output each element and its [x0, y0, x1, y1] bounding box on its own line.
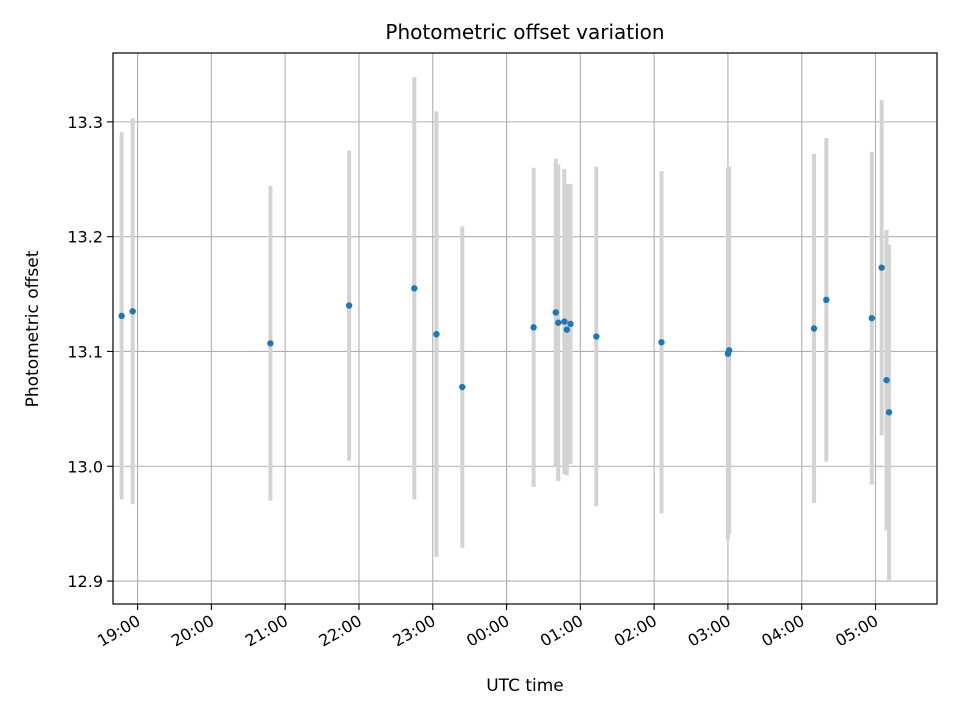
x-tick-label: 21:00 — [242, 611, 291, 651]
plot-frame — [112, 52, 938, 605]
grid — [113, 53, 937, 604]
x-tick-label: 19:00 — [94, 611, 143, 651]
plot-background — [113, 53, 937, 604]
data-point — [883, 376, 890, 384]
data-point — [593, 333, 600, 340]
y-tick-label: 12.9 — [67, 572, 103, 591]
y-tick-label: 13.3 — [67, 113, 103, 132]
data-point — [267, 340, 274, 347]
data-point — [561, 318, 568, 325]
data-point — [129, 308, 136, 315]
x-tick-label: 03:00 — [684, 611, 733, 651]
data-point — [433, 331, 440, 338]
x-tick-label: 00:00 — [463, 611, 512, 651]
y-axis-ticks: 12.9 13.0 13.1 13.2 13.3 — [67, 113, 113, 591]
y-tick-label: 13.1 — [67, 342, 103, 361]
chart-title: Photometric offset variation — [385, 20, 664, 44]
data-points — [118, 264, 893, 416]
x-tick-label: 05:00 — [832, 611, 881, 651]
data-point — [658, 339, 665, 346]
x-tick-label: 22:00 — [316, 611, 365, 651]
data-point — [878, 264, 885, 271]
y-tick-label: 13.2 — [67, 228, 103, 247]
data-point — [118, 312, 125, 320]
data-point — [810, 325, 818, 332]
x-tick-label: 20:00 — [168, 611, 217, 651]
data-point — [552, 309, 559, 316]
data-point — [567, 320, 574, 328]
data-point — [411, 285, 418, 292]
x-tick-label: 01:00 — [537, 611, 586, 651]
data-point — [868, 314, 876, 322]
x-axis-title: UTC time — [486, 676, 564, 696]
x-tick-label: 04:00 — [758, 611, 807, 651]
data-point — [555, 319, 562, 326]
y-axis-title: Photometric offset — [23, 250, 43, 407]
data-point — [345, 302, 353, 309]
x-axis-ticks: 19:00 20:00 21:00 22:00 23:00 00:00 01:00 02:00… — [94, 604, 882, 651]
data-point — [823, 296, 830, 304]
data-point — [725, 347, 733, 354]
x-tick-label: 02:00 — [611, 611, 660, 651]
x-tick-label: 23:00 — [389, 611, 438, 651]
data-point — [459, 383, 466, 391]
data-point — [885, 409, 893, 416]
data-point — [563, 326, 571, 333]
y-tick-label: 13.0 — [67, 457, 103, 476]
data-point — [530, 324, 537, 331]
